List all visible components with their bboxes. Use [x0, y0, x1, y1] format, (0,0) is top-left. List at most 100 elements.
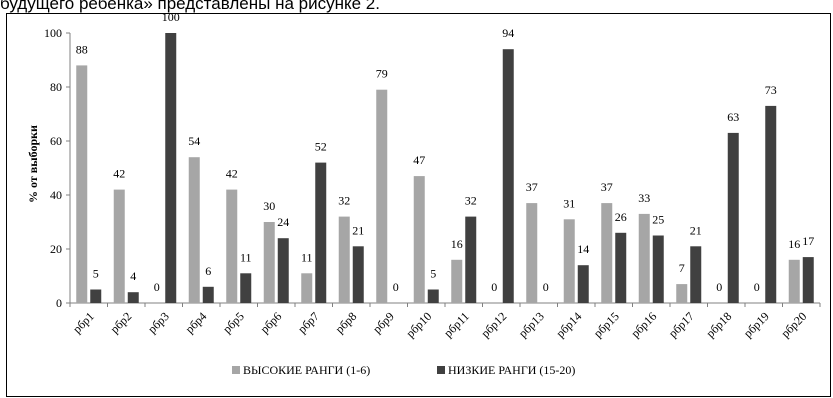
- bar: [563, 219, 575, 303]
- data-label: 33: [638, 191, 650, 205]
- bar: [526, 203, 538, 303]
- data-label: 16: [788, 237, 800, 251]
- bar: [427, 289, 439, 303]
- category-label: рбр2: [107, 309, 134, 336]
- category-labels: рбр1 рбр2 рбр3 рбр4 рбр5 рбр6 рбр7 рбр8 рбр9 рбр1…: [70, 309, 809, 340]
- bar: [263, 222, 275, 303]
- data-label: 42: [113, 167, 125, 181]
- chart-frame: % от выборки 0 20 40 60 80 100 88 5 42 4 0 100 54 6 4…: [6, 13, 831, 397]
- category-label: рбр9: [370, 309, 397, 336]
- legend: ВЫСОКИЕ РАНГИ (1-6) НИЗКИЕ РАНГИ (15-20): [232, 363, 575, 377]
- data-label: 32: [338, 194, 350, 208]
- bar: [301, 273, 313, 303]
- data-label: 5: [93, 267, 99, 281]
- category-label: рбр13: [516, 309, 547, 340]
- data-label: 30: [263, 199, 275, 213]
- data-label: 25: [652, 213, 664, 227]
- data-label: 26: [615, 210, 627, 224]
- category-label: рбр18: [703, 309, 734, 340]
- data-label: 21: [352, 223, 364, 237]
- bar: [676, 284, 688, 303]
- data-label: 5: [430, 267, 436, 281]
- data-label: 63: [727, 110, 739, 124]
- data-label: 47: [413, 153, 425, 167]
- bar: [802, 257, 814, 303]
- data-label: 31: [563, 196, 575, 210]
- category-label: рбр19: [741, 309, 772, 340]
- bar: [601, 203, 613, 303]
- bar: [502, 49, 514, 304]
- bars: [76, 33, 814, 304]
- bar: [315, 162, 327, 303]
- data-label: 0: [491, 280, 497, 294]
- category-label: рбр3: [145, 309, 172, 336]
- legend-label: НИЗКИЕ РАНГИ (15-20): [448, 363, 575, 377]
- bar: [90, 289, 102, 303]
- bar: [577, 265, 589, 303]
- legend-swatch: [232, 366, 240, 374]
- bar: [638, 213, 650, 303]
- data-label: 0: [543, 280, 549, 294]
- bar: [765, 105, 777, 304]
- category-label: рбр14: [553, 309, 584, 340]
- bar: [202, 286, 214, 303]
- y-tick-label: 100: [44, 26, 62, 40]
- category-label: рбр4: [182, 309, 209, 336]
- category-label: рбр17: [666, 309, 697, 340]
- data-label: 16: [451, 237, 463, 251]
- category-label: рбр16: [628, 309, 659, 340]
- bar: [376, 89, 388, 303]
- y-tick-label: 40: [50, 188, 62, 202]
- legend-label: ВЫСОКИЕ РАНГИ (1-6): [243, 363, 370, 377]
- data-label: 54: [188, 134, 200, 148]
- data-label: 11: [240, 250, 252, 264]
- bar: [352, 246, 364, 303]
- data-label: 79: [376, 67, 388, 81]
- category-label: рбр7: [295, 309, 322, 336]
- category-label: рбр6: [257, 309, 284, 336]
- data-label: 4: [130, 269, 136, 283]
- data-label: 0: [154, 280, 160, 294]
- data-label: 37: [601, 180, 613, 194]
- data-label: 94: [502, 26, 514, 40]
- bar: [727, 132, 739, 303]
- data-label: 17: [802, 234, 814, 248]
- data-label: 52: [315, 140, 327, 154]
- data-label: 0: [716, 280, 722, 294]
- data-label: 21: [690, 223, 702, 237]
- y-tick-label: 0: [56, 296, 62, 310]
- bar: [652, 235, 664, 303]
- data-label: 6: [205, 264, 211, 278]
- bar: [76, 65, 88, 304]
- bar: [413, 176, 425, 303]
- bar: [465, 216, 477, 303]
- category-label: рбр10: [403, 309, 434, 340]
- data-label: 73: [765, 83, 777, 97]
- bar: [451, 259, 463, 303]
- figure-caption: будущего ребенка» представлены на рисунк…: [0, 0, 380, 13]
- category-label: рбр15: [591, 309, 622, 340]
- y-tick-label: 80: [50, 80, 62, 94]
- bar: [788, 259, 800, 303]
- bar: [165, 33, 177, 303]
- category-label: рбр20: [778, 309, 809, 340]
- bar: [338, 216, 350, 303]
- data-label: 0: [754, 280, 760, 294]
- legend-swatch: [437, 366, 445, 374]
- data-label: 14: [577, 242, 589, 256]
- category-label: рбр5: [220, 309, 247, 336]
- bar: [277, 238, 289, 303]
- category-label: рбр8: [332, 309, 359, 336]
- data-label: 7: [679, 261, 685, 275]
- bar: [113, 189, 125, 303]
- data-label: 100: [162, 14, 180, 24]
- category-label: рбр11: [441, 309, 472, 340]
- bar: [615, 232, 627, 303]
- data-label: 88: [76, 42, 88, 56]
- data-label: 24: [277, 215, 289, 229]
- y-tick-label: 20: [50, 242, 62, 256]
- data-label: 32: [465, 194, 477, 208]
- bar: [240, 273, 252, 303]
